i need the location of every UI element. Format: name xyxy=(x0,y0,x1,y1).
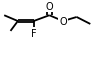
Text: O: O xyxy=(46,2,53,12)
Text: O: O xyxy=(59,17,67,27)
Text: F: F xyxy=(31,28,36,38)
